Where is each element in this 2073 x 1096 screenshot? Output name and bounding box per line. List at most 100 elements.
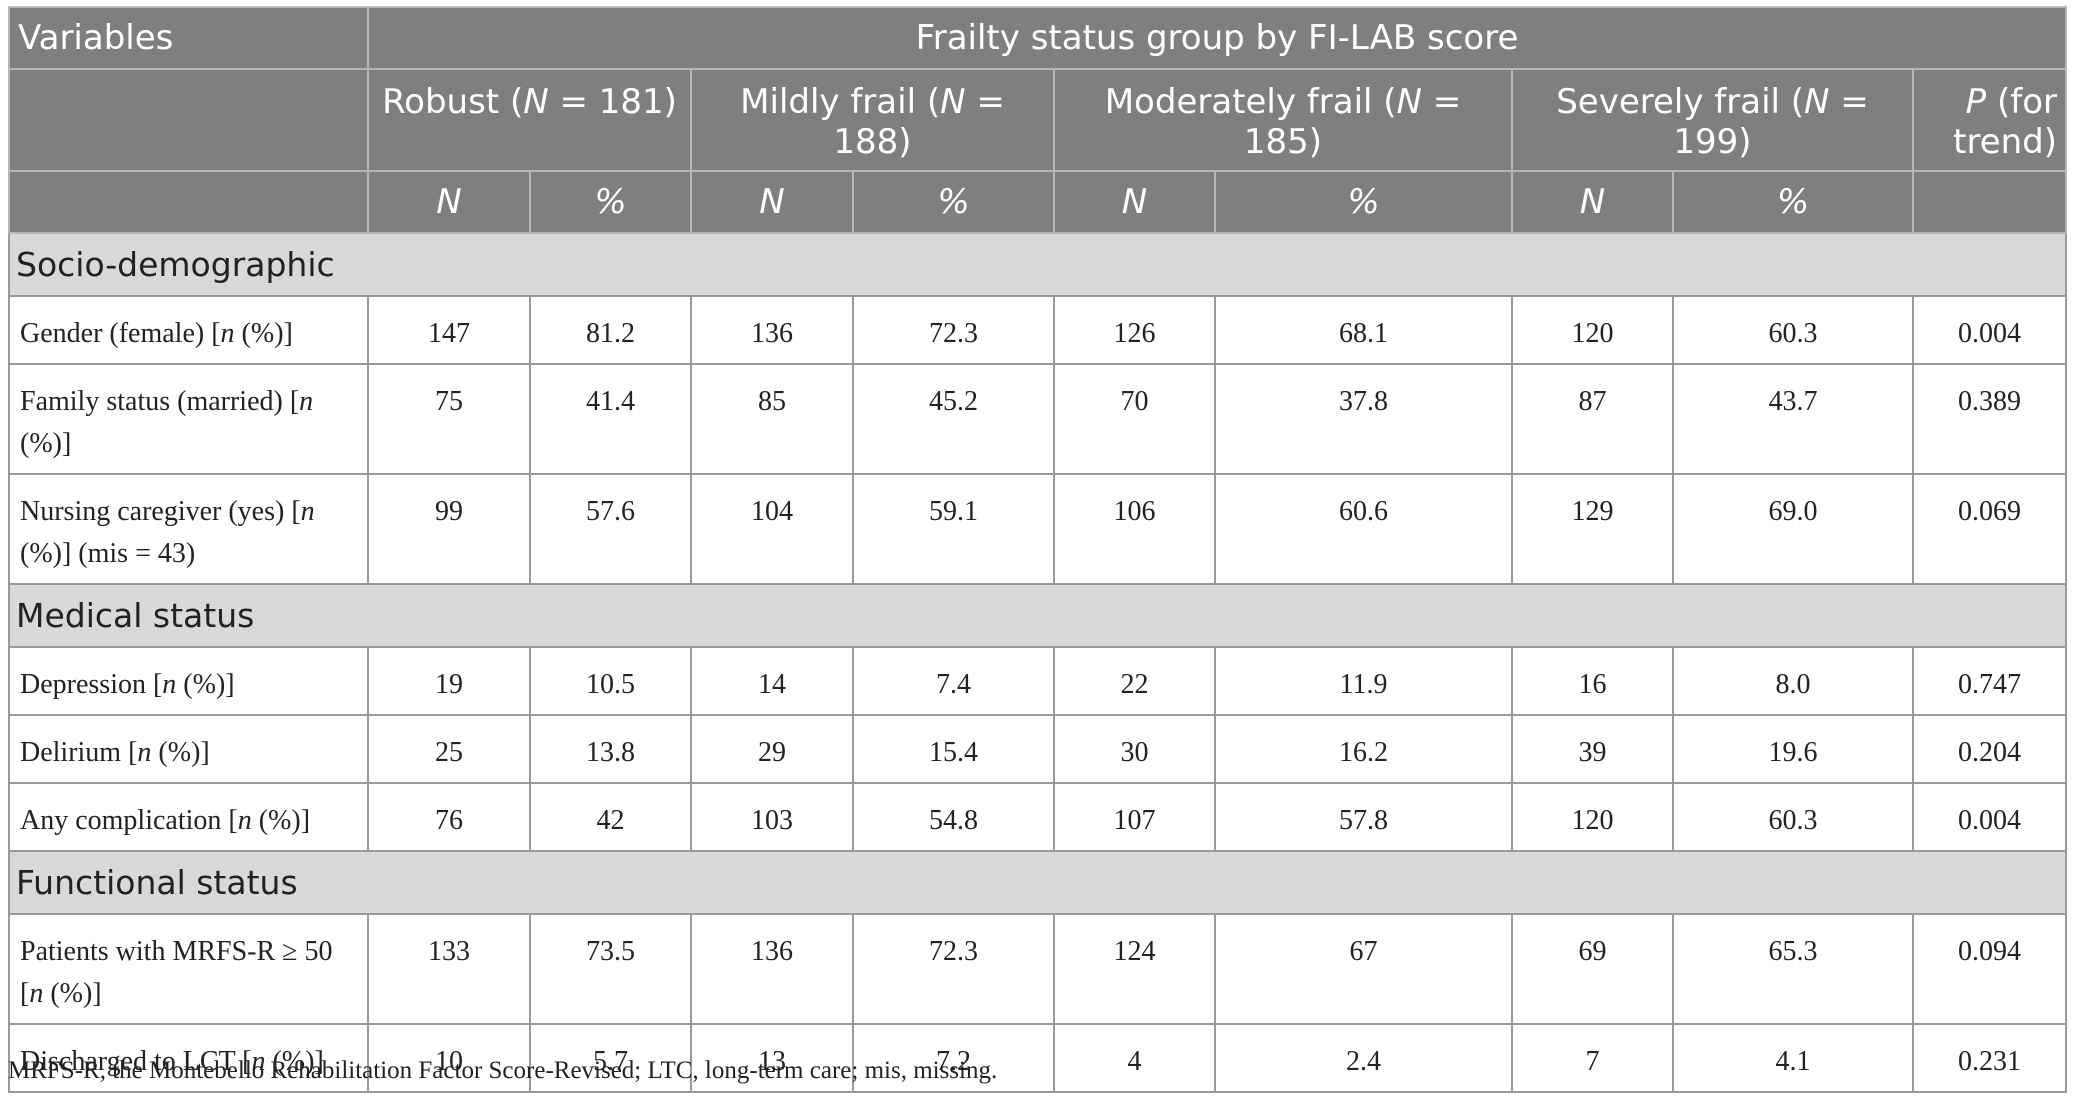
cell-value: 29	[690, 714, 854, 784]
cell-value: 57.8	[1214, 782, 1513, 852]
cell-value: 10.5	[529, 646, 692, 716]
cell-value: 14	[690, 646, 854, 716]
col-n-mild: N	[690, 170, 854, 234]
cell-value: 76	[367, 782, 531, 852]
cell-value: 45.2	[852, 363, 1055, 475]
col-n-moderate: N	[1053, 170, 1216, 234]
variables-subheader-empty-2	[8, 170, 369, 234]
cell-value: 43.7	[1672, 363, 1914, 475]
variables-header: Variables	[8, 6, 369, 70]
cell-value: 16.2	[1214, 714, 1513, 784]
cell-value: 59.1	[852, 473, 1055, 585]
cell-value: 136	[690, 295, 854, 365]
cell-value: 15.4	[852, 714, 1055, 784]
cell-value: 124	[1053, 913, 1216, 1025]
cell-value: 133	[367, 913, 531, 1025]
cell-value: 5.7	[529, 1023, 692, 1093]
section-title: Functional status	[7, 850, 2068, 915]
row-label: Family status (married) [n (%)]	[8, 363, 369, 475]
cell-value: 120	[1511, 295, 1674, 365]
table-row: Family status (married) [n (%)] 75 41.4 …	[8, 363, 2068, 475]
cell-value: 25	[367, 714, 531, 784]
cell-value: 70	[1053, 363, 1216, 475]
group-header-robust: Robust (N = 181)	[367, 68, 692, 172]
cell-value: 2.4	[1214, 1023, 1513, 1093]
cell-value: 10	[367, 1023, 531, 1093]
table-footnote: MRFS-R, the Montebello Rehabilitation Fa…	[8, 1057, 998, 1084]
cell-value: 126	[1053, 295, 1216, 365]
cell-value: 37.8	[1214, 363, 1513, 475]
cell-value: 72.3	[852, 913, 1055, 1025]
cell-p-value: 0.231	[1911, 1023, 2068, 1093]
cell-p-value: 0.094	[1911, 913, 2068, 1025]
cell-p-value: 0.389	[1911, 363, 2068, 475]
table-row: Patients with MRFS-R ≥ 50 [n (%)] 133 73…	[8, 913, 2068, 1025]
cell-value: 60.3	[1672, 295, 1914, 365]
cell-value: 81.2	[529, 295, 692, 365]
cell-value: 72.3	[852, 295, 1055, 365]
cell-value: 11.9	[1214, 646, 1513, 716]
cell-value: 19	[367, 646, 531, 716]
table-row: Discharged to LCT [n (%)] 10 5.7 13 7.2 …	[8, 1023, 2068, 1093]
p-subheader-empty	[1911, 170, 2068, 234]
section-title: Medical status	[7, 583, 2068, 648]
cell-value: 22	[1053, 646, 1216, 716]
cell-value: 4.1	[1672, 1023, 1914, 1093]
cell-value: 7.4	[852, 646, 1055, 716]
cell-value: 69.0	[1672, 473, 1914, 585]
cell-value: 39	[1511, 714, 1674, 784]
cell-value: 104	[690, 473, 854, 585]
cell-value: 8.0	[1672, 646, 1914, 716]
group-title-header: Frailty status group by FI-LAB score	[366, 6, 2068, 70]
group-header-mildly-frail: Mildly frail (N = 188)	[690, 68, 1055, 172]
cell-value: 54.8	[852, 782, 1055, 852]
col-pct-moderate: %	[1214, 170, 1513, 234]
col-pct-mild: %	[852, 170, 1055, 234]
row-label: Gender (female) [n (%)]	[8, 295, 369, 365]
cell-value: 147	[367, 295, 531, 365]
cell-value: 75	[367, 363, 531, 475]
cell-value: 13	[690, 1023, 854, 1093]
cell-value: 7	[1511, 1023, 1674, 1093]
cell-p-value: 0.004	[1911, 782, 2068, 852]
section-title: Socio-demographic	[7, 232, 2068, 297]
cell-value: 4	[1053, 1023, 1216, 1093]
p-trend-header: P (for trend)	[1911, 68, 2068, 172]
frailty-table-container: Variables Frailty status group by FI-LAB…	[7, 6, 2068, 1093]
cell-p-value: 0.747	[1911, 646, 2068, 716]
cell-value: 103	[690, 782, 854, 852]
cell-value: 41.4	[529, 363, 692, 475]
cell-value: 87	[1511, 363, 1674, 475]
cell-value: 60.3	[1672, 782, 1914, 852]
group-header-severely-frail: Severely frail (N = 199)	[1511, 68, 1914, 172]
cell-p-value: 0.069	[1911, 473, 2068, 585]
cell-value: 57.6	[529, 473, 692, 585]
cell-value: 99	[367, 473, 531, 585]
cell-value: 7.2	[852, 1023, 1055, 1093]
cell-p-value: 0.004	[1911, 295, 2068, 365]
cell-p-value: 0.204	[1911, 714, 2068, 784]
cell-value: 13.8	[529, 714, 692, 784]
section-row: Functional status	[7, 850, 2068, 915]
col-pct-robust: %	[529, 170, 692, 234]
cell-value: 73.5	[529, 913, 692, 1025]
cell-value: 69	[1511, 913, 1674, 1025]
table-header: Variables Frailty status group by FI-LAB…	[8, 6, 2068, 234]
cell-value: 107	[1053, 782, 1216, 852]
cell-value: 120	[1511, 782, 1674, 852]
group-header-moderately-frail: Moderately frail (N = 185)	[1053, 68, 1513, 172]
col-pct-severe: %	[1672, 170, 1914, 234]
row-label: Any complication [n (%)]	[8, 782, 369, 852]
cell-value: 65.3	[1672, 913, 1914, 1025]
cell-value: 16	[1511, 646, 1674, 716]
frailty-table: Variables Frailty status group by FI-LAB…	[7, 6, 2068, 1093]
table-row: Gender (female) [n (%)] 147 81.2 136 72.…	[8, 295, 2068, 365]
table-body: Socio-demographic Gender (female) [n (%)…	[7, 232, 2068, 1093]
section-row: Socio-demographic	[7, 232, 2068, 297]
variables-subheader-empty	[8, 68, 369, 172]
row-label: Nursing caregiver (yes) [n (%)] (mis = 4…	[8, 473, 369, 585]
col-n-severe: N	[1511, 170, 1674, 234]
table-row: Nursing caregiver (yes) [n (%)] (mis = 4…	[8, 473, 2068, 585]
row-label: Depression [n (%)]	[8, 646, 369, 716]
cell-value: 85	[690, 363, 854, 475]
